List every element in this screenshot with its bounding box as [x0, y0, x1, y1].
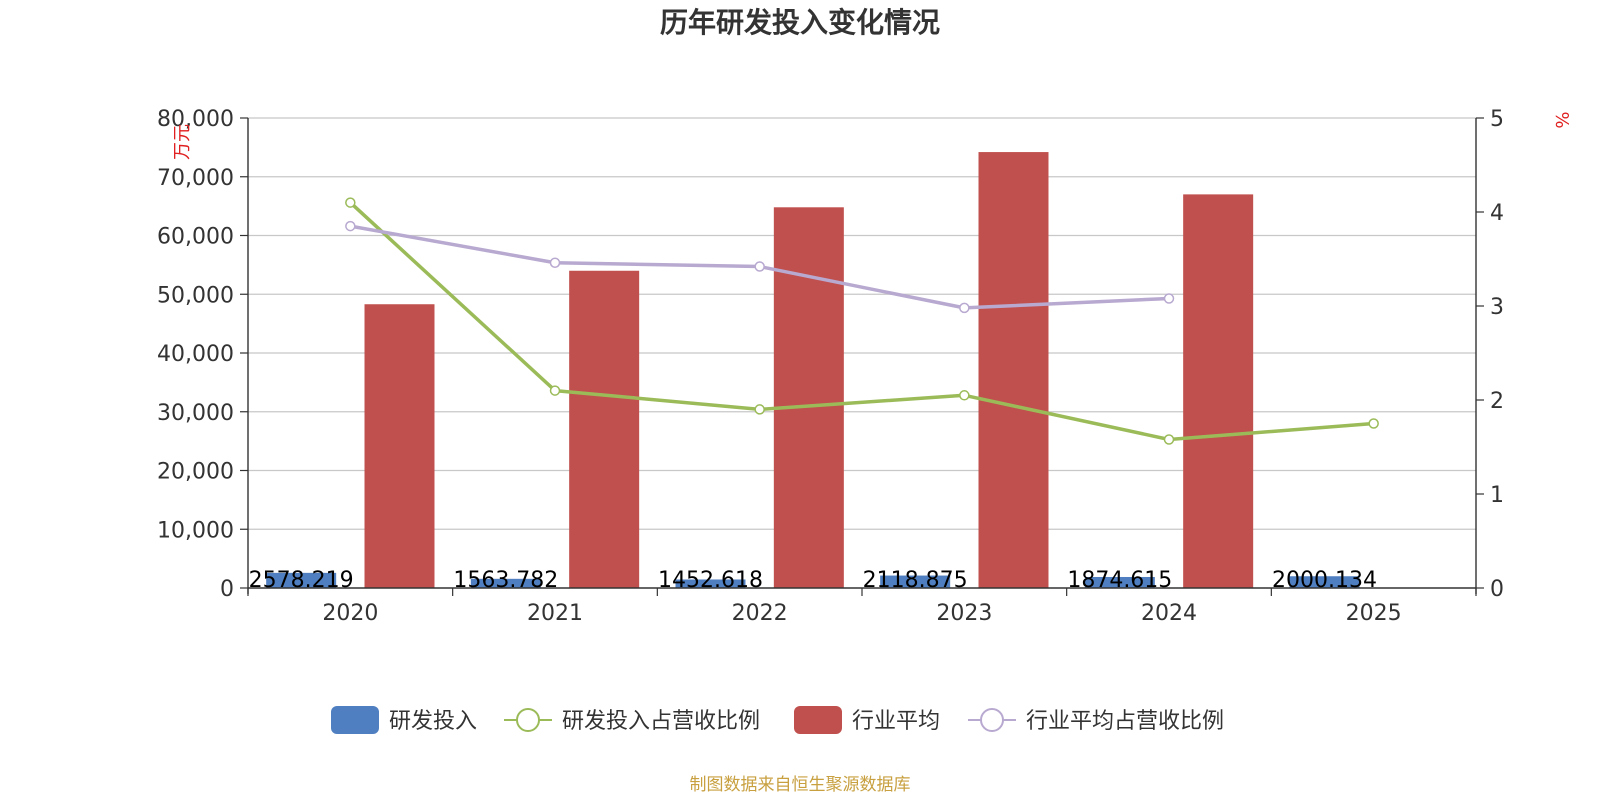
line-point [1163, 293, 1175, 304]
lines [345, 197, 1379, 445]
chart-title: 历年研发投入变化情况 [660, 6, 940, 39]
right-axis-tick-label: 5 [1490, 107, 1504, 132]
bar-data-label: 1452.618 [658, 568, 763, 593]
bar [364, 304, 435, 588]
bar [675, 579, 746, 588]
axes: 0 10,000 20,000 30,000 40,000 50,000 60,000 70,… [157, 107, 1504, 626]
bar-labels: 2578.219 1563.782 1452.618 2118.875 1874.615… [249, 568, 1377, 593]
x-axis-tick-label: 2022 [732, 601, 788, 626]
right-axis-tick-label: 1 [1490, 483, 1504, 508]
line-point [549, 257, 561, 269]
bar-data-label: 1874.615 [1067, 568, 1172, 593]
bar [266, 572, 337, 588]
bar [470, 578, 541, 588]
bars [266, 152, 1360, 589]
bar [1289, 576, 1360, 588]
right-axis-tick-label: 3 [1490, 295, 1504, 320]
legend-label: 研发投入占营收比例 [562, 709, 760, 734]
legend-swatch [331, 706, 379, 734]
bar [880, 575, 951, 588]
legend-swatch-marker [980, 708, 1004, 732]
legend-label: 行业平均 [852, 709, 940, 734]
line-point [345, 197, 356, 208]
line-point [345, 220, 356, 232]
right-axis-unit: % [1551, 111, 1572, 128]
right-axis-tick-label: 2 [1490, 389, 1504, 414]
left-axis-tick-label: 60,000 [157, 225, 234, 250]
line-point [1163, 434, 1175, 445]
left-axis-tick-label: 80,000 [157, 107, 234, 132]
left-axis-unit: 万元 [172, 124, 193, 160]
legend-swatch-marker [516, 708, 540, 732]
bar [1084, 576, 1155, 588]
bar [569, 270, 640, 588]
right-axis-tick-label: 0 [1490, 577, 1504, 602]
source-note: 制图数据来自恒生聚源数据库 [690, 775, 911, 795]
series-line [349, 201, 1374, 442]
line-point [754, 261, 765, 272]
line-point [549, 385, 561, 396]
legend-swatch [794, 706, 842, 734]
right-axis-tick-label: 4 [1490, 201, 1504, 226]
left-axis-tick-label: 20,000 [157, 460, 234, 485]
left-axis-tick-label: 50,000 [157, 283, 234, 308]
line-point [1368, 418, 1379, 429]
bar-data-label: 2118.875 [863, 568, 968, 593]
left-axis-tick-label: 70,000 [157, 166, 234, 191]
left-axis-tick-label: 30,000 [157, 401, 234, 426]
line-point [754, 404, 765, 415]
bar-data-label: 2000.134 [1272, 568, 1377, 593]
x-axis-tick-label: 2024 [1141, 601, 1197, 626]
bar-data-label: 2578.219 [249, 568, 354, 593]
bar [1183, 194, 1254, 588]
line-point [959, 302, 970, 314]
left-axis-tick-label: 10,000 [157, 518, 234, 543]
x-axis-tick-label: 2020 [322, 601, 378, 626]
x-axis-tick-label: 2025 [1346, 601, 1402, 626]
bar [773, 207, 844, 589]
left-axis-tick-label: 40,000 [157, 342, 234, 367]
bar-data-label: 1563.782 [453, 568, 558, 593]
x-axis-tick-label: 2023 [936, 601, 992, 626]
bar [978, 152, 1049, 588]
left-axis-tick-label: 0 [220, 577, 234, 602]
line-point [959, 390, 970, 401]
x-axis-tick-label: 2021 [527, 601, 583, 626]
legend-label: 行业平均占营收比例 [1026, 709, 1224, 734]
legend: 研发投入 研发投入占营收比例 行业平均 行业平均占营收比例 [331, 706, 1224, 734]
legend-label: 研发投入 [389, 709, 477, 734]
